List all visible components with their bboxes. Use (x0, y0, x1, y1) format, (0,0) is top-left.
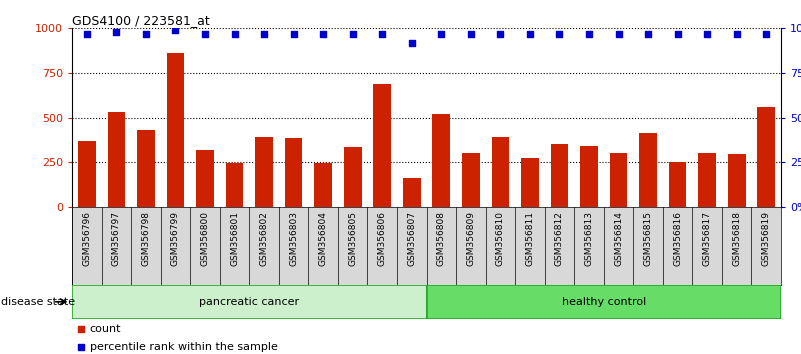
Text: GSM356815: GSM356815 (643, 211, 653, 266)
Point (346, 31, 359, 36)
Text: healthy control: healthy control (562, 297, 646, 307)
Bar (521, 158, 539, 207)
Point (612, 31, 625, 36)
Text: GSM356809: GSM356809 (466, 211, 475, 266)
Bar (758, 107, 775, 207)
Text: GSM356798: GSM356798 (142, 211, 151, 266)
Text: GSM356816: GSM356816 (673, 211, 682, 266)
Bar (78, 141, 96, 207)
Bar (403, 178, 421, 207)
Bar (344, 147, 361, 207)
Text: GSM356818: GSM356818 (732, 211, 741, 266)
Text: disease state: disease state (1, 297, 75, 307)
Text: GSM356810: GSM356810 (496, 211, 505, 266)
Bar (669, 162, 686, 207)
Bar (427, 285, 781, 319)
Text: GSM356819: GSM356819 (762, 211, 771, 266)
Point (228, 31, 241, 36)
Text: GSM356806: GSM356806 (378, 211, 387, 266)
Bar (167, 53, 184, 207)
Text: GSM356800: GSM356800 (200, 211, 210, 266)
Bar (610, 153, 627, 207)
Bar (462, 153, 480, 207)
Bar (196, 150, 214, 207)
Point (465, 31, 477, 36)
Point (582, 31, 595, 36)
Text: GSM356807: GSM356807 (407, 211, 417, 266)
Bar (226, 163, 244, 207)
Text: GSM356814: GSM356814 (614, 211, 623, 266)
Text: GSM356801: GSM356801 (230, 211, 239, 266)
Text: GSM356812: GSM356812 (555, 211, 564, 266)
Bar (728, 154, 746, 207)
Bar (698, 153, 716, 207)
Point (316, 31, 329, 36)
Bar (433, 114, 450, 207)
Text: GSM356797: GSM356797 (112, 211, 121, 266)
Point (376, 31, 388, 36)
Text: count: count (90, 324, 121, 334)
Point (553, 31, 566, 36)
Bar (639, 133, 657, 207)
Bar (137, 130, 155, 207)
Text: GSM356817: GSM356817 (702, 211, 711, 266)
Text: GSM356811: GSM356811 (525, 211, 534, 266)
Text: GSM356805: GSM356805 (348, 211, 357, 266)
Point (494, 31, 507, 36)
Point (74, 326, 87, 332)
Text: GDS4100 / 223581_at: GDS4100 / 223581_at (72, 14, 210, 27)
Text: GSM356804: GSM356804 (319, 211, 328, 266)
Point (435, 31, 448, 36)
Point (74, 344, 87, 350)
Text: percentile rank within the sample: percentile rank within the sample (90, 342, 278, 352)
Text: GSM356803: GSM356803 (289, 211, 298, 266)
Point (288, 31, 300, 36)
Bar (314, 163, 332, 207)
Text: GSM356796: GSM356796 (83, 211, 91, 266)
Point (80, 31, 93, 36)
Text: GSM356802: GSM356802 (260, 211, 268, 266)
Text: pancreatic cancer: pancreatic cancer (199, 297, 300, 307)
Point (258, 31, 271, 36)
Bar (580, 146, 598, 207)
Point (671, 31, 684, 36)
Point (169, 27, 182, 33)
Point (405, 40, 418, 45)
Bar (72, 285, 427, 319)
Point (642, 31, 654, 36)
Text: GSM356799: GSM356799 (171, 211, 180, 266)
Point (701, 31, 714, 36)
Point (110, 29, 123, 35)
Bar (107, 112, 125, 207)
Text: GSM356813: GSM356813 (585, 211, 594, 266)
Bar (256, 137, 273, 207)
Point (731, 31, 743, 36)
Bar (492, 137, 509, 207)
Point (139, 31, 152, 36)
Bar (373, 84, 391, 207)
Bar (550, 144, 568, 207)
Point (524, 31, 537, 36)
Point (760, 31, 773, 36)
Point (199, 31, 211, 36)
Text: GSM356808: GSM356808 (437, 211, 446, 266)
Bar (285, 138, 303, 207)
